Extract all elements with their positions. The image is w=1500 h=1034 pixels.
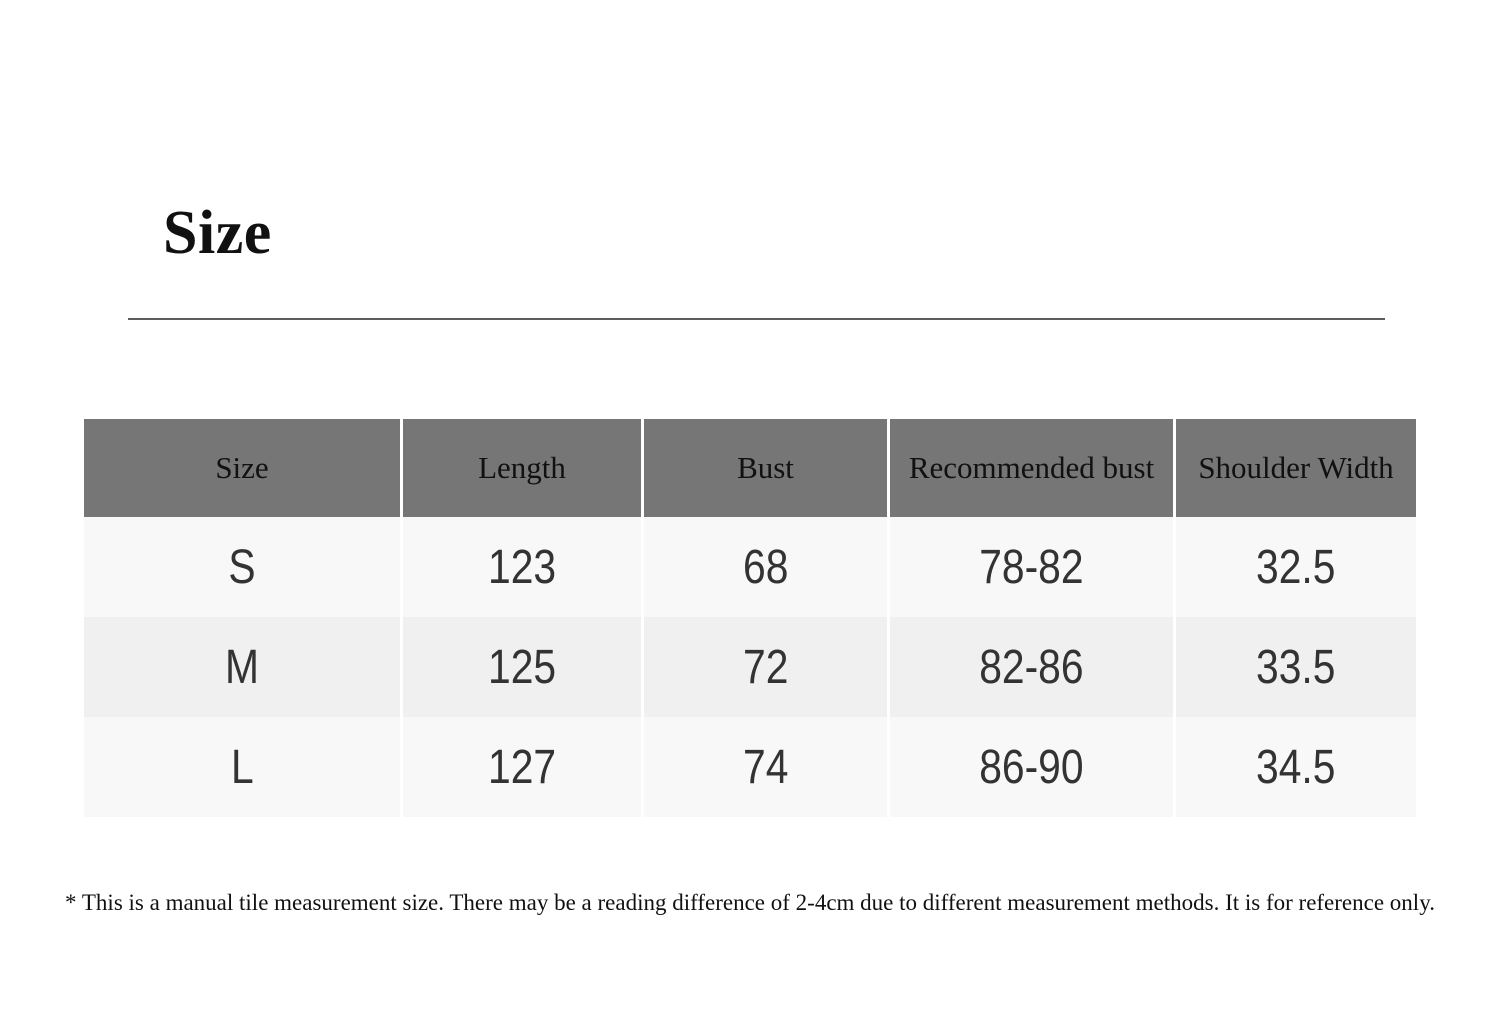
value-cell: 32.5 — [1173, 517, 1416, 617]
table-row: S 123 68 78-82 32.5 — [84, 517, 1416, 617]
size-table: Size Length Bust Recommended bust Shoulder W… — [84, 419, 1416, 817]
header-cell: Shoulder Width — [1173, 419, 1416, 517]
value-cell: 33.5 — [1173, 617, 1416, 717]
table-row: L 127 74 86-90 34.5 — [84, 717, 1416, 817]
header-cell: Length — [400, 419, 641, 517]
table-header-row: Size Length Bust Recommended bust Shoulder W… — [84, 419, 1416, 517]
page-title: Size — [163, 198, 272, 267]
value-cell: 72 — [641, 617, 887, 717]
value-cell: 74 — [641, 717, 887, 817]
value-cell: 78-82 — [887, 517, 1173, 617]
value-cell: 68 — [641, 517, 887, 617]
value-cell: 86-90 — [887, 717, 1173, 817]
table-row: M 125 72 82-86 33.5 — [84, 617, 1416, 717]
value-cell: 125 — [400, 617, 641, 717]
header-cell: Recommended bust — [887, 419, 1173, 517]
measurement-footnote: * This is a manual tile measurement size… — [65, 890, 1435, 915]
size-cell: S — [84, 517, 400, 617]
header-cell: Size — [84, 419, 400, 517]
value-cell: 123 — [400, 517, 641, 617]
size-cell: M — [84, 617, 400, 717]
value-cell: 34.5 — [1173, 717, 1416, 817]
value-cell: 82-86 — [887, 617, 1173, 717]
value-cell: 127 — [400, 717, 641, 817]
header-cell: Bust — [641, 419, 887, 517]
title-divider — [128, 318, 1385, 320]
size-cell: L — [84, 717, 400, 817]
